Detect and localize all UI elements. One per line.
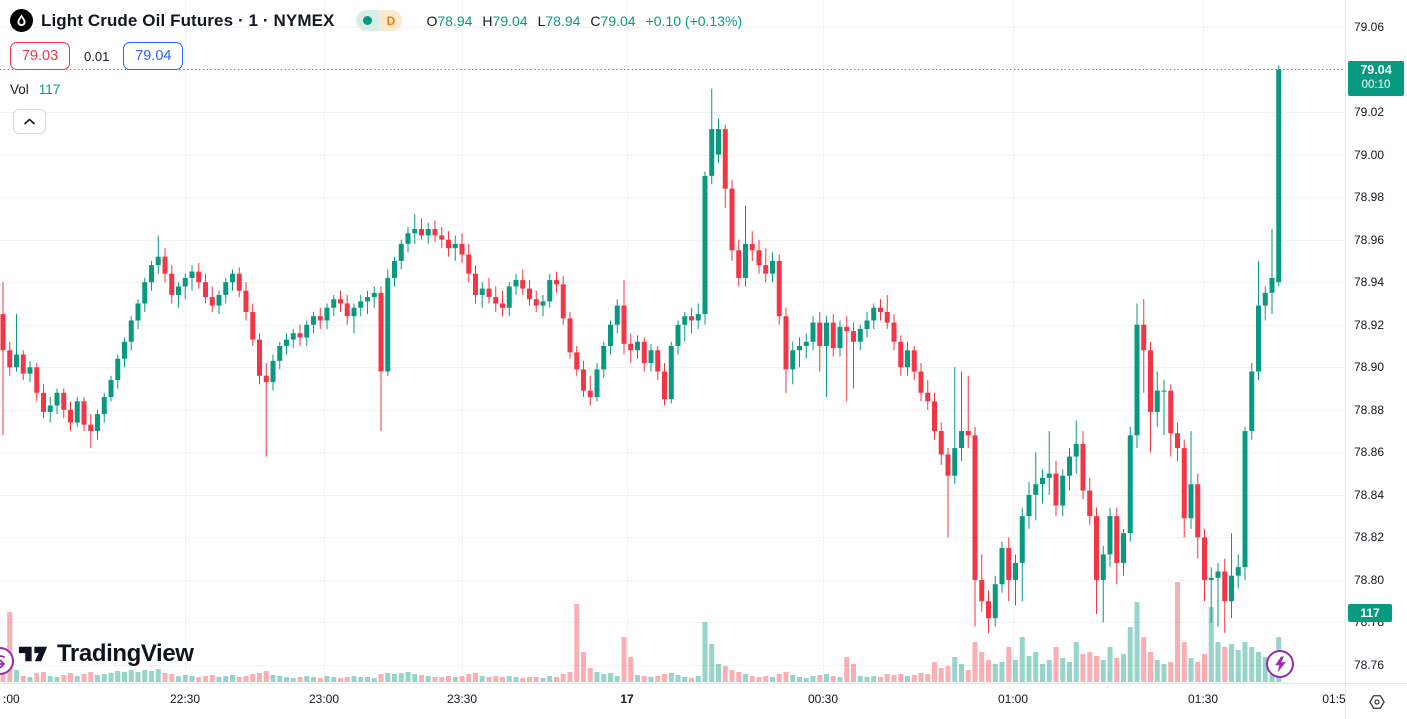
high-value: 79.04 xyxy=(492,12,528,29)
time-axis-label: 01:5 xyxy=(1322,692,1345,706)
volume-axis-badge: 117 xyxy=(1348,604,1392,622)
open-label: O xyxy=(426,12,438,29)
time-axis-label: 22:30 xyxy=(169,692,201,706)
bid-ask-row: 79.03 0.01 79.04 xyxy=(10,42,184,70)
market-status-dot-icon xyxy=(363,16,373,25)
open-value: 78.94 xyxy=(437,12,473,29)
price-axis-label: 78.88 xyxy=(1354,403,1385,417)
spread-value: 0.01 xyxy=(84,48,110,64)
volume-readout: Vol 117 xyxy=(10,82,60,97)
time-axis-label: 17 xyxy=(620,692,634,706)
price-axis-label: 78.80 xyxy=(1354,573,1385,587)
arrow-right-icon xyxy=(0,655,5,669)
close-label: C xyxy=(590,12,601,29)
price-axis-label: 78.82 xyxy=(1354,530,1385,544)
high-label: H xyxy=(482,12,493,29)
time-axis-label: 01:30 xyxy=(1187,692,1219,706)
tradingview-logo-icon xyxy=(18,646,48,662)
price-axis-label: 78.76 xyxy=(1354,658,1385,672)
price-axis-label: 78.94 xyxy=(1354,275,1385,289)
close-value: 79.04 xyxy=(600,12,636,29)
chart-plot-area[interactable]: Light Crude Oil Futures · 1 · NYMEX D O7… xyxy=(0,0,1345,683)
volume-value: 117 xyxy=(38,82,61,97)
quick-trade-button[interactable] xyxy=(1266,650,1294,678)
lightning-icon xyxy=(1274,656,1286,672)
price-axis-label: 78.84 xyxy=(1354,488,1385,502)
last-price-badge: 79.04 00:10 xyxy=(1348,61,1404,96)
time-axis[interactable]: :00 22:30 23:00 23:30 17 00:30 01:00 01:30 01:5 xyxy=(0,683,1345,719)
tradingview-wordmark: TradingView xyxy=(57,640,194,667)
time-axis-label: :00 xyxy=(3,692,20,706)
price-axis-label: 78.98 xyxy=(1354,190,1385,204)
price-axis-label: 78.96 xyxy=(1354,233,1385,247)
bar-countdown: 00:10 xyxy=(1361,79,1391,91)
market-status-pill[interactable]: D xyxy=(356,10,403,31)
price-axis-label: 79.02 xyxy=(1354,105,1385,119)
change-value: +0.10 (+0.13%) xyxy=(645,12,743,29)
sell-bid-button[interactable]: 79.03 xyxy=(10,42,70,70)
axis-corner-cell[interactable] xyxy=(1345,683,1407,719)
ohlc-readout: O78.94 H79.04 L78.94 C79.04 +0.10 (+0.13… xyxy=(426,13,742,29)
price-axis[interactable]: 78.76 78.78 78.80 78.82 78.84 78.86 78.88 78.90… xyxy=(1345,0,1407,683)
price-axis-label: 79.06 xyxy=(1354,20,1385,34)
price-scale-settings-icon xyxy=(1369,695,1385,709)
symbol-header: Light Crude Oil Futures · 1 · NYMEX D O7… xyxy=(10,9,742,32)
price-axis-label: 78.86 xyxy=(1354,445,1385,459)
last-price-value: 79.04 xyxy=(1360,63,1392,77)
time-axis-label: 23:30 xyxy=(446,692,478,706)
oil-drop-logo-icon xyxy=(10,9,33,32)
price-axis-label: 78.90 xyxy=(1354,360,1385,374)
chevron-up-icon xyxy=(24,118,35,125)
low-value: 78.94 xyxy=(545,12,581,29)
time-axis-label: 01:00 xyxy=(997,692,1029,706)
low-label: L xyxy=(537,12,546,29)
buy-ask-button[interactable]: 79.04 xyxy=(123,42,184,70)
price-axis-label: 79.00 xyxy=(1354,148,1385,162)
time-axis-label: 00:30 xyxy=(807,692,839,706)
volume-label: Vol xyxy=(10,82,29,97)
symbol-title[interactable]: Light Crude Oil Futures · 1 · NYMEX xyxy=(41,10,335,30)
tradingview-branding[interactable]: TradingView xyxy=(18,640,194,668)
candlestick-canvas[interactable] xyxy=(0,0,1345,683)
price-axis-label: 78.92 xyxy=(1354,318,1385,332)
collapse-panel-button[interactable] xyxy=(13,109,46,134)
time-axis-label: 23:00 xyxy=(308,692,340,706)
delayed-data-badge: D xyxy=(379,10,403,31)
